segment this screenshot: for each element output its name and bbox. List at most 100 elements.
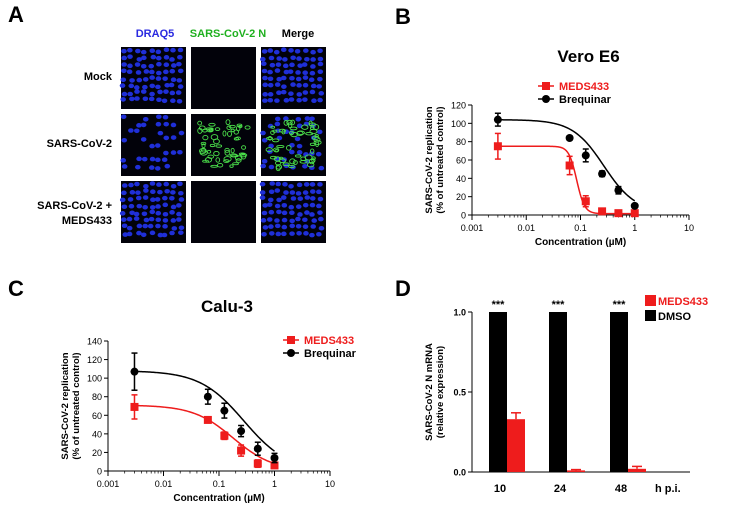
chart-title: Vero E6 — [557, 47, 619, 66]
nucleus — [155, 121, 162, 127]
nucleus — [304, 56, 310, 62]
y-tick-label: 0.5 — [453, 388, 466, 398]
nucleus — [136, 77, 143, 83]
nucleus — [136, 57, 143, 62]
nucleus — [133, 216, 140, 221]
nucleus — [281, 84, 287, 89]
nucleus — [302, 202, 309, 208]
nucleus — [121, 48, 127, 54]
nucleus — [267, 48, 274, 53]
nucleus — [302, 163, 308, 169]
nucleus — [266, 217, 273, 222]
nucleus — [140, 137, 147, 142]
nucleus — [128, 83, 135, 89]
nucleus — [289, 223, 296, 229]
x-tick-label: 0.001 — [461, 223, 484, 233]
n-protein-signal — [244, 125, 251, 130]
nucleus — [283, 98, 290, 103]
legend-swatch — [645, 310, 656, 321]
nucleus — [156, 97, 162, 103]
micrograph-background — [191, 114, 256, 176]
data-point — [581, 197, 590, 206]
n-protein-signal — [235, 158, 242, 163]
nucleus — [178, 197, 185, 202]
nucleus — [288, 91, 294, 96]
nucleus — [302, 224, 309, 229]
nucleus — [155, 55, 162, 61]
nucleus — [260, 56, 266, 62]
data-point — [237, 446, 246, 455]
nucleus — [128, 182, 134, 188]
nucleus — [310, 64, 316, 69]
n-protein-signal — [223, 159, 230, 164]
nucleus — [310, 224, 317, 229]
micrograph-background — [191, 47, 256, 109]
nucleus — [309, 70, 316, 76]
nucleus — [157, 89, 163, 95]
legend-marker — [287, 336, 295, 344]
y-axis-label: SARS-CoV-2 N mRNA — [424, 343, 435, 441]
x-tick-label: 0.01 — [517, 223, 535, 233]
nucleus — [169, 57, 175, 62]
nucleus — [155, 204, 161, 209]
nucleus — [317, 196, 324, 202]
n-protein-signal — [230, 128, 235, 133]
n-protein-signal — [286, 119, 293, 126]
data-point — [630, 209, 639, 218]
n-protein-signal — [234, 155, 243, 161]
nucleus — [318, 165, 325, 171]
nucleus — [259, 195, 266, 200]
nucleus — [310, 57, 316, 62]
nucleus — [142, 77, 149, 82]
nucleus — [274, 68, 281, 73]
data-point — [614, 209, 623, 218]
data-point — [598, 169, 607, 178]
nucleus — [267, 82, 274, 88]
nucleus — [148, 96, 155, 102]
data-point — [581, 151, 590, 160]
fit-curve — [497, 119, 636, 202]
y-tick-label: 1.0 — [453, 308, 466, 318]
nucleus — [274, 156, 280, 162]
n-protein-signal — [241, 145, 247, 150]
nucleus — [274, 121, 281, 127]
nucleus — [288, 48, 294, 53]
fit-curve — [134, 370, 275, 452]
nucleus — [127, 197, 134, 202]
n-protein-signal — [276, 144, 285, 148]
nucleus — [142, 223, 149, 229]
nucleus — [176, 61, 182, 67]
nucleus — [274, 116, 281, 122]
y-axis-label: SARS-CoV-2 replication — [60, 352, 71, 459]
data-point — [253, 459, 262, 468]
nucleus — [294, 49, 301, 54]
n-protein-signal — [225, 119, 231, 126]
nucleus — [267, 197, 274, 203]
y-tick-label: 60 — [92, 411, 102, 421]
x-axis-label: Concentration (µM) — [535, 237, 626, 248]
nucleus — [155, 157, 161, 163]
nucleus — [121, 55, 127, 61]
n-protein-signal — [311, 158, 316, 163]
nucleus — [304, 195, 311, 200]
nucleus — [261, 231, 267, 237]
nucleus — [129, 210, 135, 216]
nucleus — [149, 48, 156, 54]
nucleus — [149, 69, 155, 75]
nucleus — [311, 218, 318, 223]
nucleus — [129, 96, 135, 102]
nucleus — [129, 190, 136, 195]
n-protein-signal — [233, 137, 240, 141]
n-protein-signal — [271, 138, 280, 143]
nucleus — [269, 62, 276, 68]
nucleus — [163, 47, 170, 53]
nucleus — [295, 116, 302, 122]
nucleus — [149, 156, 156, 162]
n-protein-signal — [292, 160, 298, 165]
nucleus — [303, 48, 309, 53]
nucleus — [122, 183, 128, 188]
nucleus — [136, 230, 142, 236]
x-tick-label: 10 — [325, 479, 335, 489]
data-point — [270, 454, 279, 462]
nucleus — [275, 181, 282, 187]
